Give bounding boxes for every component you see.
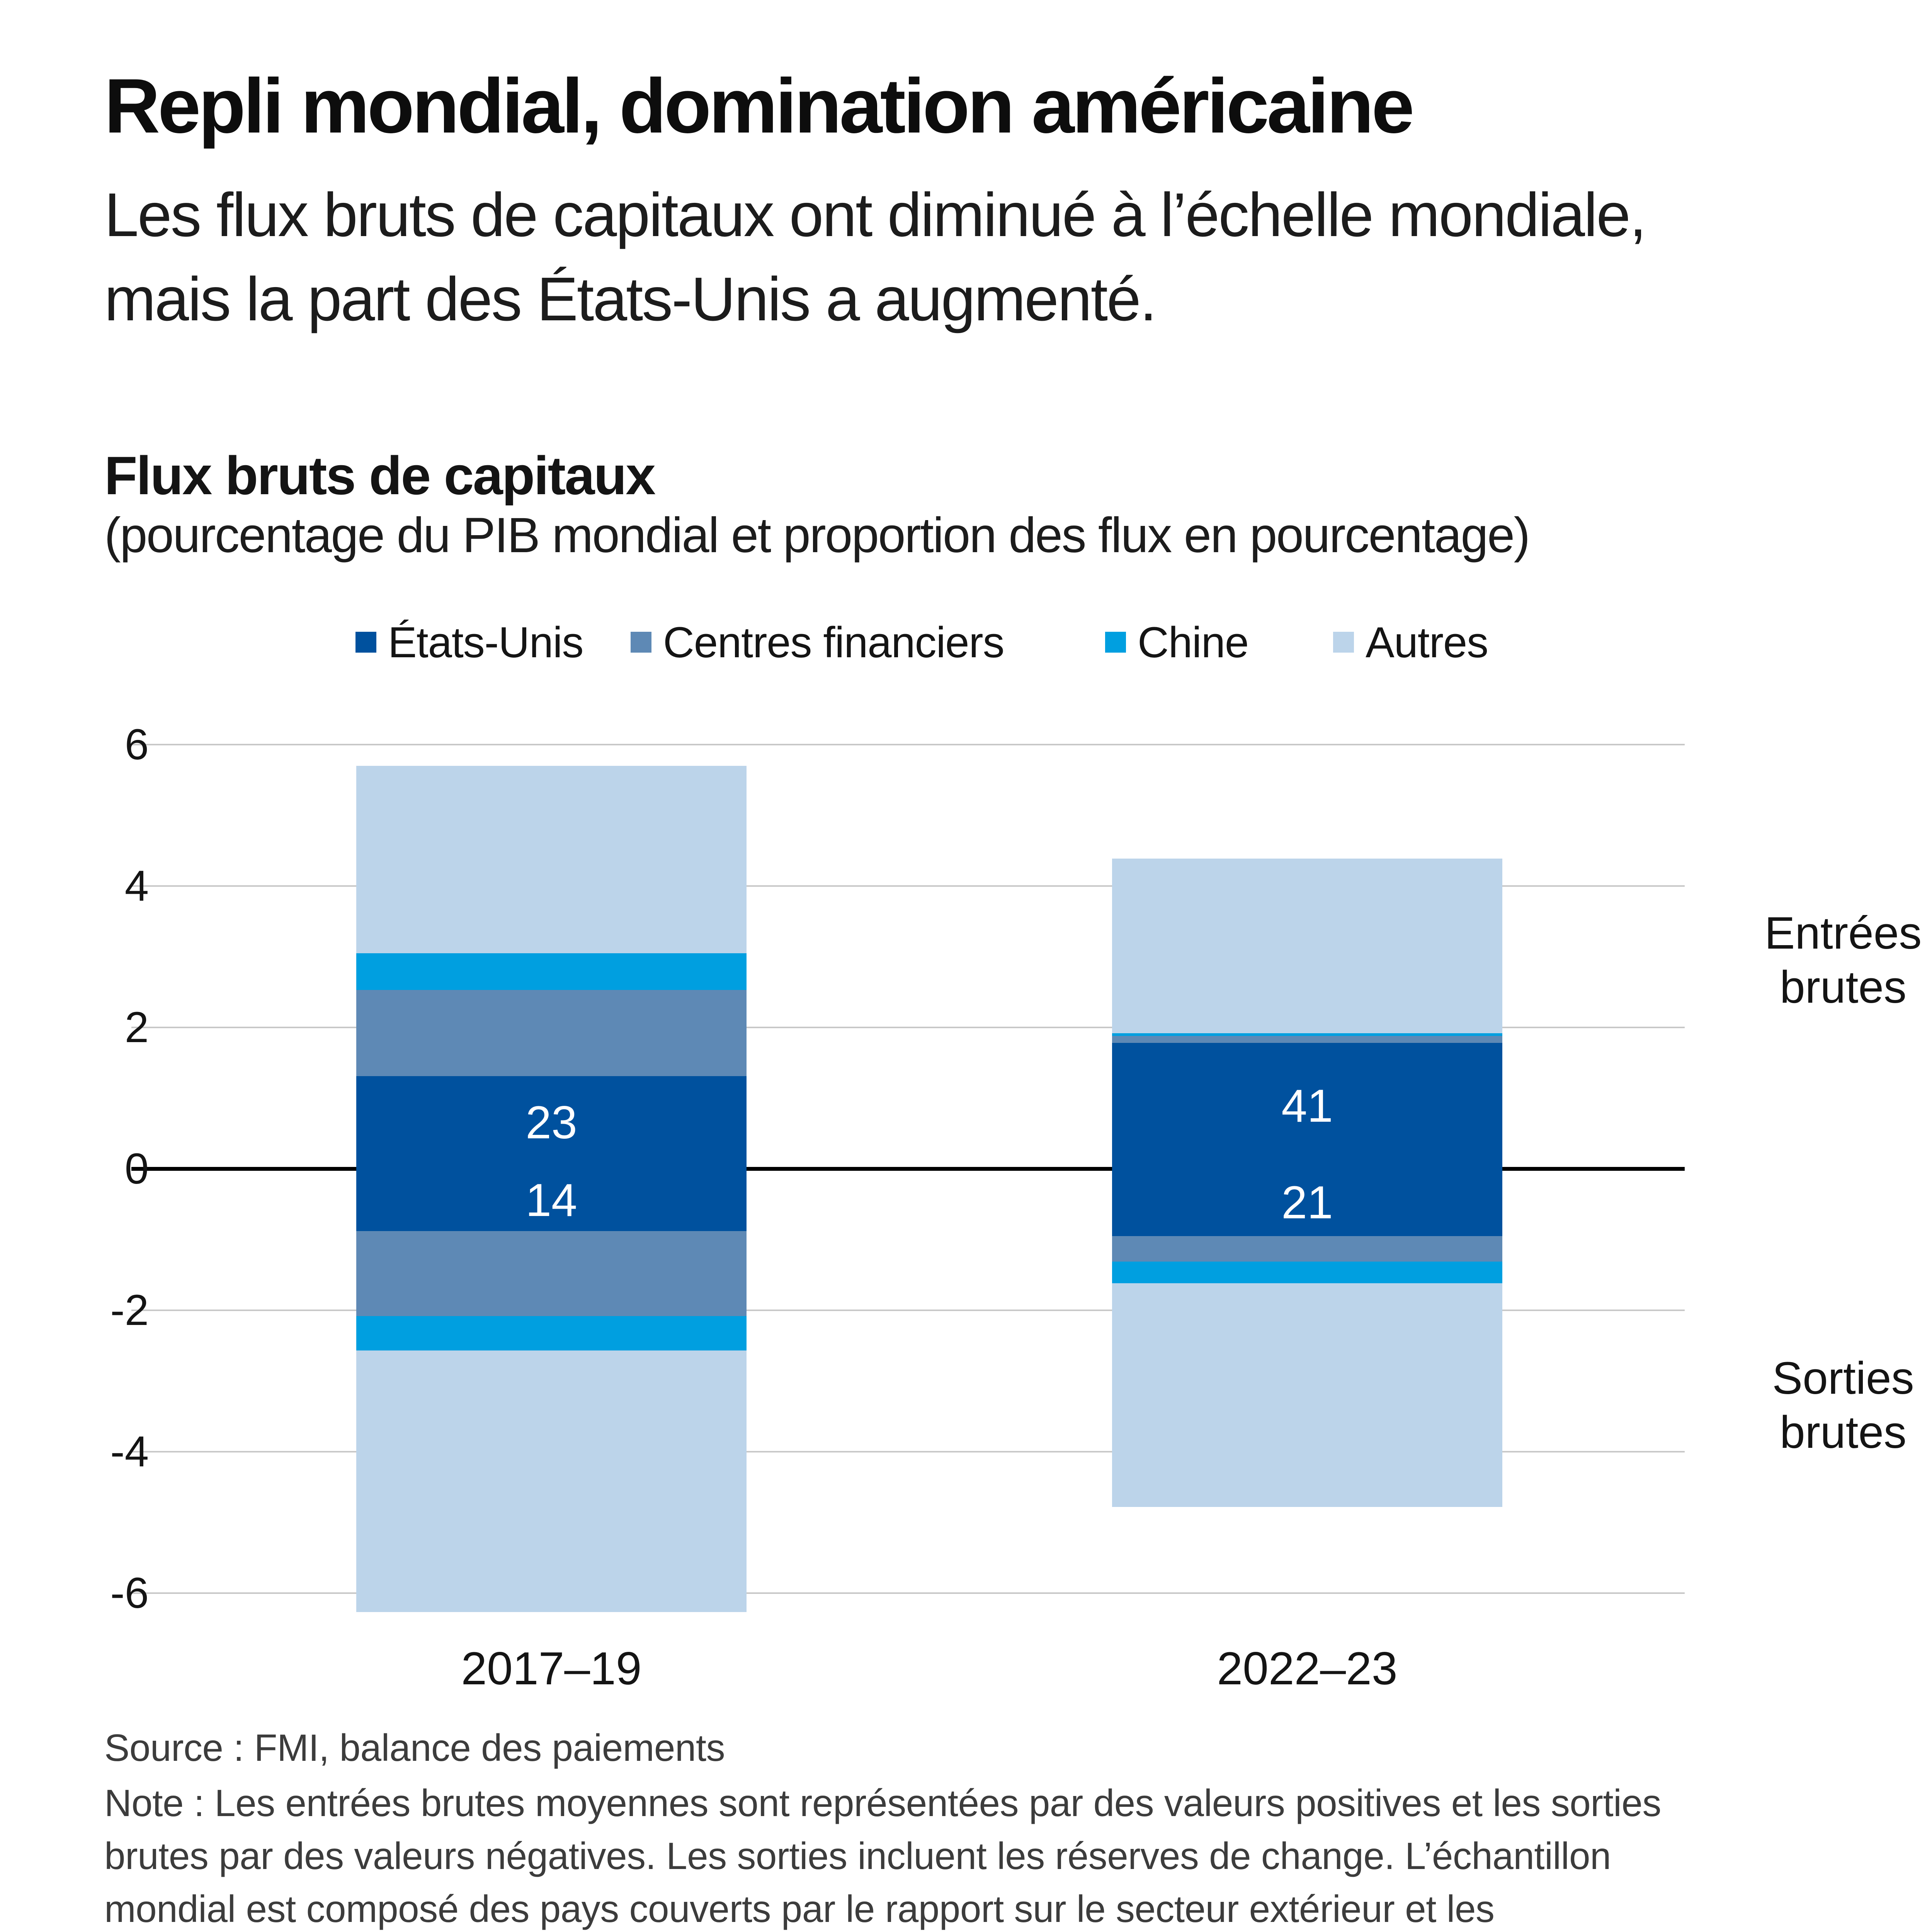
bar-value-label: 14 bbox=[526, 1174, 577, 1226]
legend-swatch-chine-icon bbox=[1105, 632, 1126, 653]
zero-axis-line bbox=[131, 1167, 1685, 1171]
gridline bbox=[131, 1027, 1685, 1028]
y-tick-label: -6 bbox=[110, 1569, 149, 1617]
gridline bbox=[131, 744, 1685, 745]
bar-value-label: 41 bbox=[1281, 1080, 1333, 1132]
bar-segment-États-Unis bbox=[356, 1169, 747, 1231]
y-tick-label: 4 bbox=[124, 862, 149, 910]
chart-title: Flux bruts de capitaux bbox=[104, 445, 656, 506]
bar-segment-Chine bbox=[356, 953, 747, 990]
y-tick-label: 0 bbox=[124, 1145, 149, 1193]
bar-segment-Centres financiers bbox=[356, 1231, 747, 1316]
source-text: Source : FMI, balance des paiements bbox=[104, 1726, 725, 1769]
legend-label: Centres financiers bbox=[663, 618, 1005, 667]
bar-segment-Autres bbox=[356, 765, 747, 953]
gridline bbox=[131, 1451, 1685, 1452]
legend-item-etats-unis: États-Unis bbox=[355, 617, 584, 668]
bar-segment-Chine bbox=[1112, 1261, 1502, 1284]
outflows-side-label: Sorties brutes bbox=[1772, 1353, 1914, 1458]
legend-item-chine: Chine bbox=[1105, 617, 1249, 668]
legend-item-autres: Autres bbox=[1333, 617, 1488, 668]
y-tick-label: 2 bbox=[124, 1003, 149, 1051]
x-axis-label: 2022–23 bbox=[1217, 1643, 1398, 1694]
legend-swatch-etats-unis-icon bbox=[355, 632, 376, 653]
legend-swatch-centres-financiers-icon bbox=[631, 632, 651, 653]
bar-segment-Centres financiers bbox=[356, 990, 747, 1077]
bar-value-label: 21 bbox=[1281, 1176, 1333, 1228]
bar-segment-Autres bbox=[1112, 1283, 1502, 1507]
x-axis-label: 2017–19 bbox=[461, 1643, 642, 1694]
page-title: Repli mondial, domination américaine bbox=[104, 63, 1415, 149]
y-tick-label: -4 bbox=[110, 1427, 149, 1476]
bar-segment-États-Unis bbox=[1112, 1043, 1502, 1169]
page-subtitle-line2: mais la part des États-Unis a augmenté. bbox=[104, 264, 1157, 333]
bar-value-label: 23 bbox=[526, 1097, 577, 1149]
chart-subtitle: (pourcentage du PIB mondial et proportio… bbox=[104, 508, 1530, 563]
page-subtitle-line1: Les flux bruts de capitaux ont diminué à… bbox=[104, 180, 1646, 249]
legend-label: Chine bbox=[1138, 618, 1249, 667]
bar-segment-États-Unis bbox=[356, 1076, 747, 1169]
y-tick-label: -2 bbox=[110, 1286, 149, 1334]
legend-item-centres-financiers: Centres financiers bbox=[631, 617, 1005, 668]
legend-label: Autres bbox=[1366, 618, 1488, 667]
legend-swatch-autres-icon bbox=[1333, 632, 1354, 653]
bar-segment-Autres bbox=[1112, 858, 1502, 1033]
inflows-side-label: Entrées brutes bbox=[1764, 908, 1922, 1013]
footer: Source : FMI, balance des paiements Note… bbox=[104, 1719, 1824, 1932]
bar-segment-Chine bbox=[356, 1316, 747, 1351]
bar-segment-Chine bbox=[1112, 1033, 1502, 1036]
bar-segment-Autres bbox=[356, 1350, 747, 1612]
bar-segment-États-Unis bbox=[1112, 1169, 1502, 1236]
y-tick-label: 6 bbox=[124, 720, 149, 769]
bar-segment-Centres financiers bbox=[1112, 1236, 1502, 1262]
note-text: Note : Les entrées brutes moyennes sont … bbox=[104, 1782, 1661, 1930]
legend-label: États-Unis bbox=[388, 618, 584, 667]
gridline bbox=[131, 885, 1685, 887]
gridline bbox=[131, 1592, 1685, 1594]
gridline bbox=[131, 1310, 1685, 1311]
bar-segment-Centres financiers bbox=[1112, 1036, 1502, 1043]
